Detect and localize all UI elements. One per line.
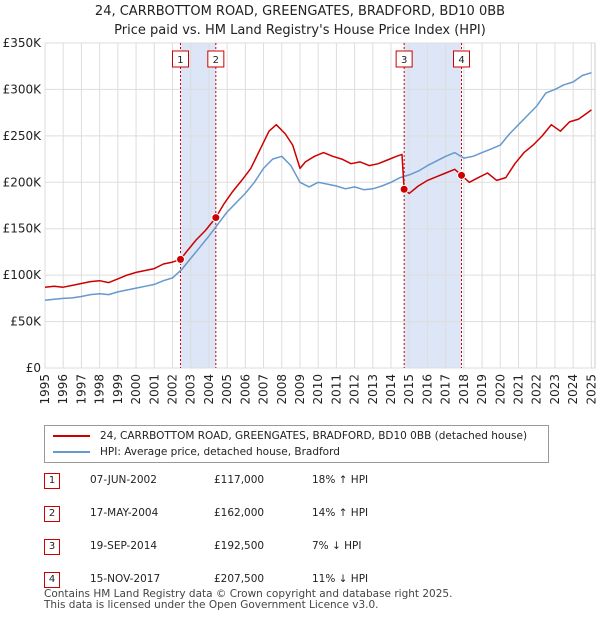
transaction-number: 4 — [44, 572, 60, 588]
x-tick-label: 2019 — [475, 374, 489, 405]
legend-swatch-property — [53, 435, 90, 437]
footer-licence: This data is licensed under the Open Gov… — [44, 599, 379, 611]
transaction-row: 3 19-SEP-2014 £192,500 7% ↓ HPI — [44, 539, 504, 557]
sale-point — [399, 184, 409, 194]
transaction-hpi-diff: 11% ↓ HPI — [312, 573, 369, 585]
y-tick-label: £50K — [10, 315, 42, 329]
y-tick-label: £250K — [3, 129, 43, 143]
hpi-line — [44, 71, 592, 301]
x-tick-label: 2002 — [165, 374, 179, 405]
x-tick-label: 1997 — [74, 374, 88, 405]
price-chart: 1 2 3 4 £0 £50K £100K £150K £200K £250K £300K £350… — [3, 36, 599, 405]
y-tick-label: £150K — [3, 222, 43, 236]
legend-swatch-hpi — [53, 451, 90, 453]
footer-copyright: Contains HM Land Registry data © Crown c… — [44, 588, 453, 600]
plot-area-frame — [44, 42, 596, 369]
x-tick-label: 1998 — [93, 374, 107, 405]
sale-label-box — [453, 50, 471, 68]
legend: 24, CARRBOTTOM ROAD, GREENGATES, BRADFOR… — [44, 425, 549, 463]
y-tick-label: £100K — [3, 268, 43, 282]
transaction-price: £192,500 — [214, 540, 265, 552]
sale-point — [457, 170, 467, 180]
y-tick-label: £350K — [3, 36, 43, 50]
transaction-number: 2 — [44, 506, 60, 522]
x-tick-label: 2013 — [366, 374, 380, 405]
x-tick-label: 2003 — [184, 374, 198, 405]
sale-point — [211, 213, 221, 223]
x-tick-label: 2004 — [202, 374, 216, 405]
x-tick-label: 2022 — [530, 374, 544, 405]
x-tick-label: 2023 — [548, 374, 562, 405]
x-tick-label: 1996 — [56, 374, 70, 405]
transaction-row: 1 07-JUN-2002 £117,000 18% ↑ HPI — [44, 473, 504, 491]
sale-label-box — [395, 50, 413, 68]
x-tick-label: 2005 — [220, 374, 234, 405]
title-line-2: Price paid vs. HM Land Registry's House … — [114, 23, 486, 38]
x-tick-label: 2001 — [147, 374, 161, 405]
y-tick-label: £0 — [26, 361, 41, 375]
sale-period-shade — [404, 43, 462, 368]
x-tick-label: 2021 — [512, 374, 526, 405]
x-tick-label: 2008 — [275, 374, 289, 405]
legend-label-property: 24, CARRBOTTOM ROAD, GREENGATES, BRADFOR… — [100, 430, 528, 442]
transaction-date: 17-MAY-2004 — [90, 507, 159, 519]
x-tick-label: 2020 — [493, 374, 507, 405]
x-tick-label: 2000 — [129, 374, 143, 405]
x-tick-label: 2024 — [566, 374, 580, 405]
sale-point — [175, 254, 185, 264]
legend-item-hpi: HPI: Average price, detached house, Brad… — [53, 444, 340, 460]
x-tick-label: 2009 — [293, 374, 307, 405]
x-tick-label: 2016 — [420, 374, 434, 405]
transaction-date: 19-SEP-2014 — [90, 540, 158, 552]
transaction-hpi-diff: 7% ↓ HPI — [312, 540, 362, 552]
x-tick-label: 2007 — [257, 374, 271, 405]
x-tick-label: 2015 — [402, 374, 416, 405]
transaction-hpi-diff: 18% ↑ HPI — [312, 474, 369, 486]
sale-label-box — [171, 50, 189, 68]
transaction-row: 4 15-NOV-2017 £207,500 11% ↓ HPI — [44, 572, 504, 590]
transaction-price: £117,000 — [214, 474, 265, 486]
chart-title: 24, CARRBOTTOM ROAD, GREENGATES, BRADFOR… — [0, 2, 600, 40]
x-tick-label: 2010 — [311, 374, 325, 405]
sale-label-box — [207, 50, 225, 68]
sale-label-number: 4 — [458, 55, 464, 66]
sale-label-number: 3 — [401, 55, 407, 66]
x-tick-label: 2011 — [329, 374, 343, 405]
x-tick-label: 2006 — [238, 374, 252, 405]
sale-label-number: 2 — [213, 55, 219, 66]
x-tick-label: 2017 — [439, 374, 453, 405]
x-tick-label: 1995 — [38, 374, 52, 405]
x-tick-label: 2018 — [457, 374, 471, 405]
transaction-date: 07-JUN-2002 — [90, 474, 157, 486]
title-line-1: 24, CARRBOTTOM ROAD, GREENGATES, BRADFOR… — [94, 4, 506, 19]
x-tick-label: 2025 — [584, 374, 598, 405]
transaction-hpi-diff: 14% ↑ HPI — [312, 507, 369, 519]
transaction-price: £162,000 — [214, 507, 265, 519]
y-tick-label: £200K — [3, 175, 43, 189]
sale-label-number: 1 — [177, 55, 183, 66]
x-tick-label: 2014 — [384, 374, 398, 405]
transaction-number: 3 — [44, 539, 60, 555]
legend-item-property: 24, CARRBOTTOM ROAD, GREENGATES, BRADFOR… — [53, 428, 527, 444]
transaction-row: 2 17-MAY-2004 £162,000 14% ↑ HPI — [44, 506, 504, 524]
x-tick-label: 2012 — [348, 374, 362, 405]
transaction-date: 15-NOV-2017 — [90, 573, 161, 585]
x-tick-label: 1999 — [111, 374, 125, 405]
transaction-price: £207,500 — [214, 573, 265, 585]
footer: Contains HM Land Registry data © Crown c… — [44, 589, 452, 611]
property-price-line — [44, 109, 592, 288]
y-tick-label: £300K — [3, 82, 43, 96]
legend-label-hpi: HPI: Average price, detached house, Brad… — [100, 446, 340, 458]
sale-period-shade — [180, 43, 216, 368]
transaction-number: 1 — [44, 473, 60, 489]
